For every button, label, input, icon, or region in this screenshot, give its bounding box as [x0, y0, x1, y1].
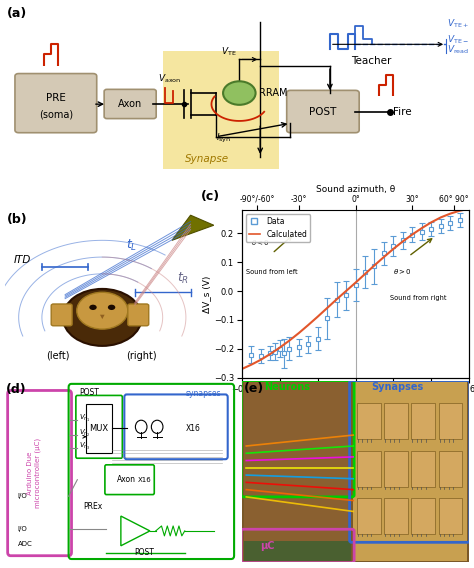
Text: (a): (a) — [7, 7, 27, 20]
Text: $V_{n_3}$: $V_{n_3}$ — [79, 441, 91, 452]
FancyBboxPatch shape — [357, 403, 381, 440]
FancyBboxPatch shape — [411, 451, 435, 487]
Text: $t_L$: $t_L$ — [126, 237, 137, 253]
Circle shape — [63, 289, 142, 346]
Text: $V_{\rm TE}$: $V_{\rm TE}$ — [221, 45, 237, 58]
FancyBboxPatch shape — [384, 403, 408, 440]
Text: μC: μC — [260, 541, 274, 551]
X-axis label: ITD, Δt (ms): ITD, Δt (ms) — [329, 399, 382, 407]
Text: RRAM: RRAM — [259, 88, 287, 98]
FancyBboxPatch shape — [128, 304, 149, 326]
Text: I/O: I/O — [18, 527, 27, 532]
Polygon shape — [100, 315, 105, 319]
Text: PREx: PREx — [83, 502, 102, 511]
Text: $V_{\rm axon}$: $V_{\rm axon}$ — [158, 72, 181, 85]
FancyBboxPatch shape — [15, 74, 97, 133]
Text: POST: POST — [79, 387, 99, 396]
Text: ITD: ITD — [14, 256, 31, 265]
Text: Neurons: Neurons — [264, 382, 310, 392]
FancyBboxPatch shape — [439, 498, 463, 534]
FancyBboxPatch shape — [357, 498, 381, 534]
FancyBboxPatch shape — [357, 451, 381, 487]
Text: (right): (right) — [127, 351, 157, 361]
Text: (soma): (soma) — [39, 110, 73, 120]
Text: Synapse: Synapse — [185, 153, 229, 164]
Text: Arduino Due
microcontroller (μC): Arduino Due microcontroller (μC) — [27, 438, 40, 508]
Text: X16: X16 — [138, 477, 152, 483]
Text: POST: POST — [309, 107, 337, 116]
Text: X16: X16 — [186, 424, 201, 433]
Text: $I_{\rm syn}$: $I_{\rm syn}$ — [216, 132, 231, 145]
X-axis label: Sound azimuth, θ: Sound azimuth, θ — [316, 185, 395, 194]
Text: Sound from right: Sound from right — [390, 295, 446, 300]
Text: $\theta<0$: $\theta<0$ — [251, 238, 270, 247]
FancyBboxPatch shape — [439, 451, 463, 487]
Circle shape — [108, 304, 115, 310]
FancyBboxPatch shape — [411, 498, 435, 534]
FancyBboxPatch shape — [163, 51, 279, 169]
FancyBboxPatch shape — [51, 304, 72, 326]
Text: ADC: ADC — [18, 541, 33, 547]
FancyBboxPatch shape — [244, 541, 351, 561]
Text: $V_{\rm read}$: $V_{\rm read}$ — [447, 43, 469, 56]
FancyBboxPatch shape — [244, 382, 351, 541]
Text: $V_{n_1}$: $V_{n_1}$ — [79, 413, 91, 424]
Text: (c): (c) — [201, 190, 220, 203]
Text: $t_R$: $t_R$ — [177, 271, 189, 286]
FancyBboxPatch shape — [104, 89, 156, 119]
Text: $V_{\rm TE+}$: $V_{\rm TE+}$ — [447, 18, 469, 31]
Text: $V_{n_2}$: $V_{n_2}$ — [79, 428, 91, 439]
Text: PRE: PRE — [46, 93, 66, 103]
Text: Axon: Axon — [118, 99, 142, 109]
Text: $\theta>0$: $\theta>0$ — [393, 267, 412, 275]
Text: (d): (d) — [6, 383, 27, 396]
Text: synapses: synapses — [185, 389, 221, 398]
Circle shape — [89, 304, 97, 310]
Circle shape — [223, 81, 255, 105]
FancyBboxPatch shape — [242, 381, 469, 562]
FancyBboxPatch shape — [411, 403, 435, 440]
FancyBboxPatch shape — [384, 498, 408, 534]
Text: (left): (left) — [46, 351, 70, 361]
Text: Synapses: Synapses — [372, 382, 424, 392]
Text: Sound from left: Sound from left — [246, 269, 297, 275]
Text: I/O: I/O — [18, 493, 27, 499]
Legend: Data, Calculated: Data, Calculated — [246, 214, 310, 242]
FancyBboxPatch shape — [8, 390, 72, 556]
FancyBboxPatch shape — [384, 451, 408, 487]
FancyBboxPatch shape — [287, 90, 359, 133]
Text: Teacher: Teacher — [352, 56, 392, 66]
Text: (b): (b) — [7, 213, 27, 226]
Polygon shape — [172, 215, 214, 240]
Text: Axon: Axon — [117, 475, 136, 484]
FancyBboxPatch shape — [439, 403, 463, 440]
Y-axis label: ΔV_s (V): ΔV_s (V) — [202, 275, 211, 312]
Text: MUX: MUX — [90, 424, 109, 433]
Circle shape — [77, 293, 128, 329]
Text: $V_{\rm TE-}$: $V_{\rm TE-}$ — [447, 33, 469, 45]
FancyBboxPatch shape — [353, 382, 467, 561]
Text: Fire: Fire — [392, 107, 411, 116]
Text: (e): (e) — [244, 382, 264, 395]
Text: POST: POST — [134, 548, 154, 557]
